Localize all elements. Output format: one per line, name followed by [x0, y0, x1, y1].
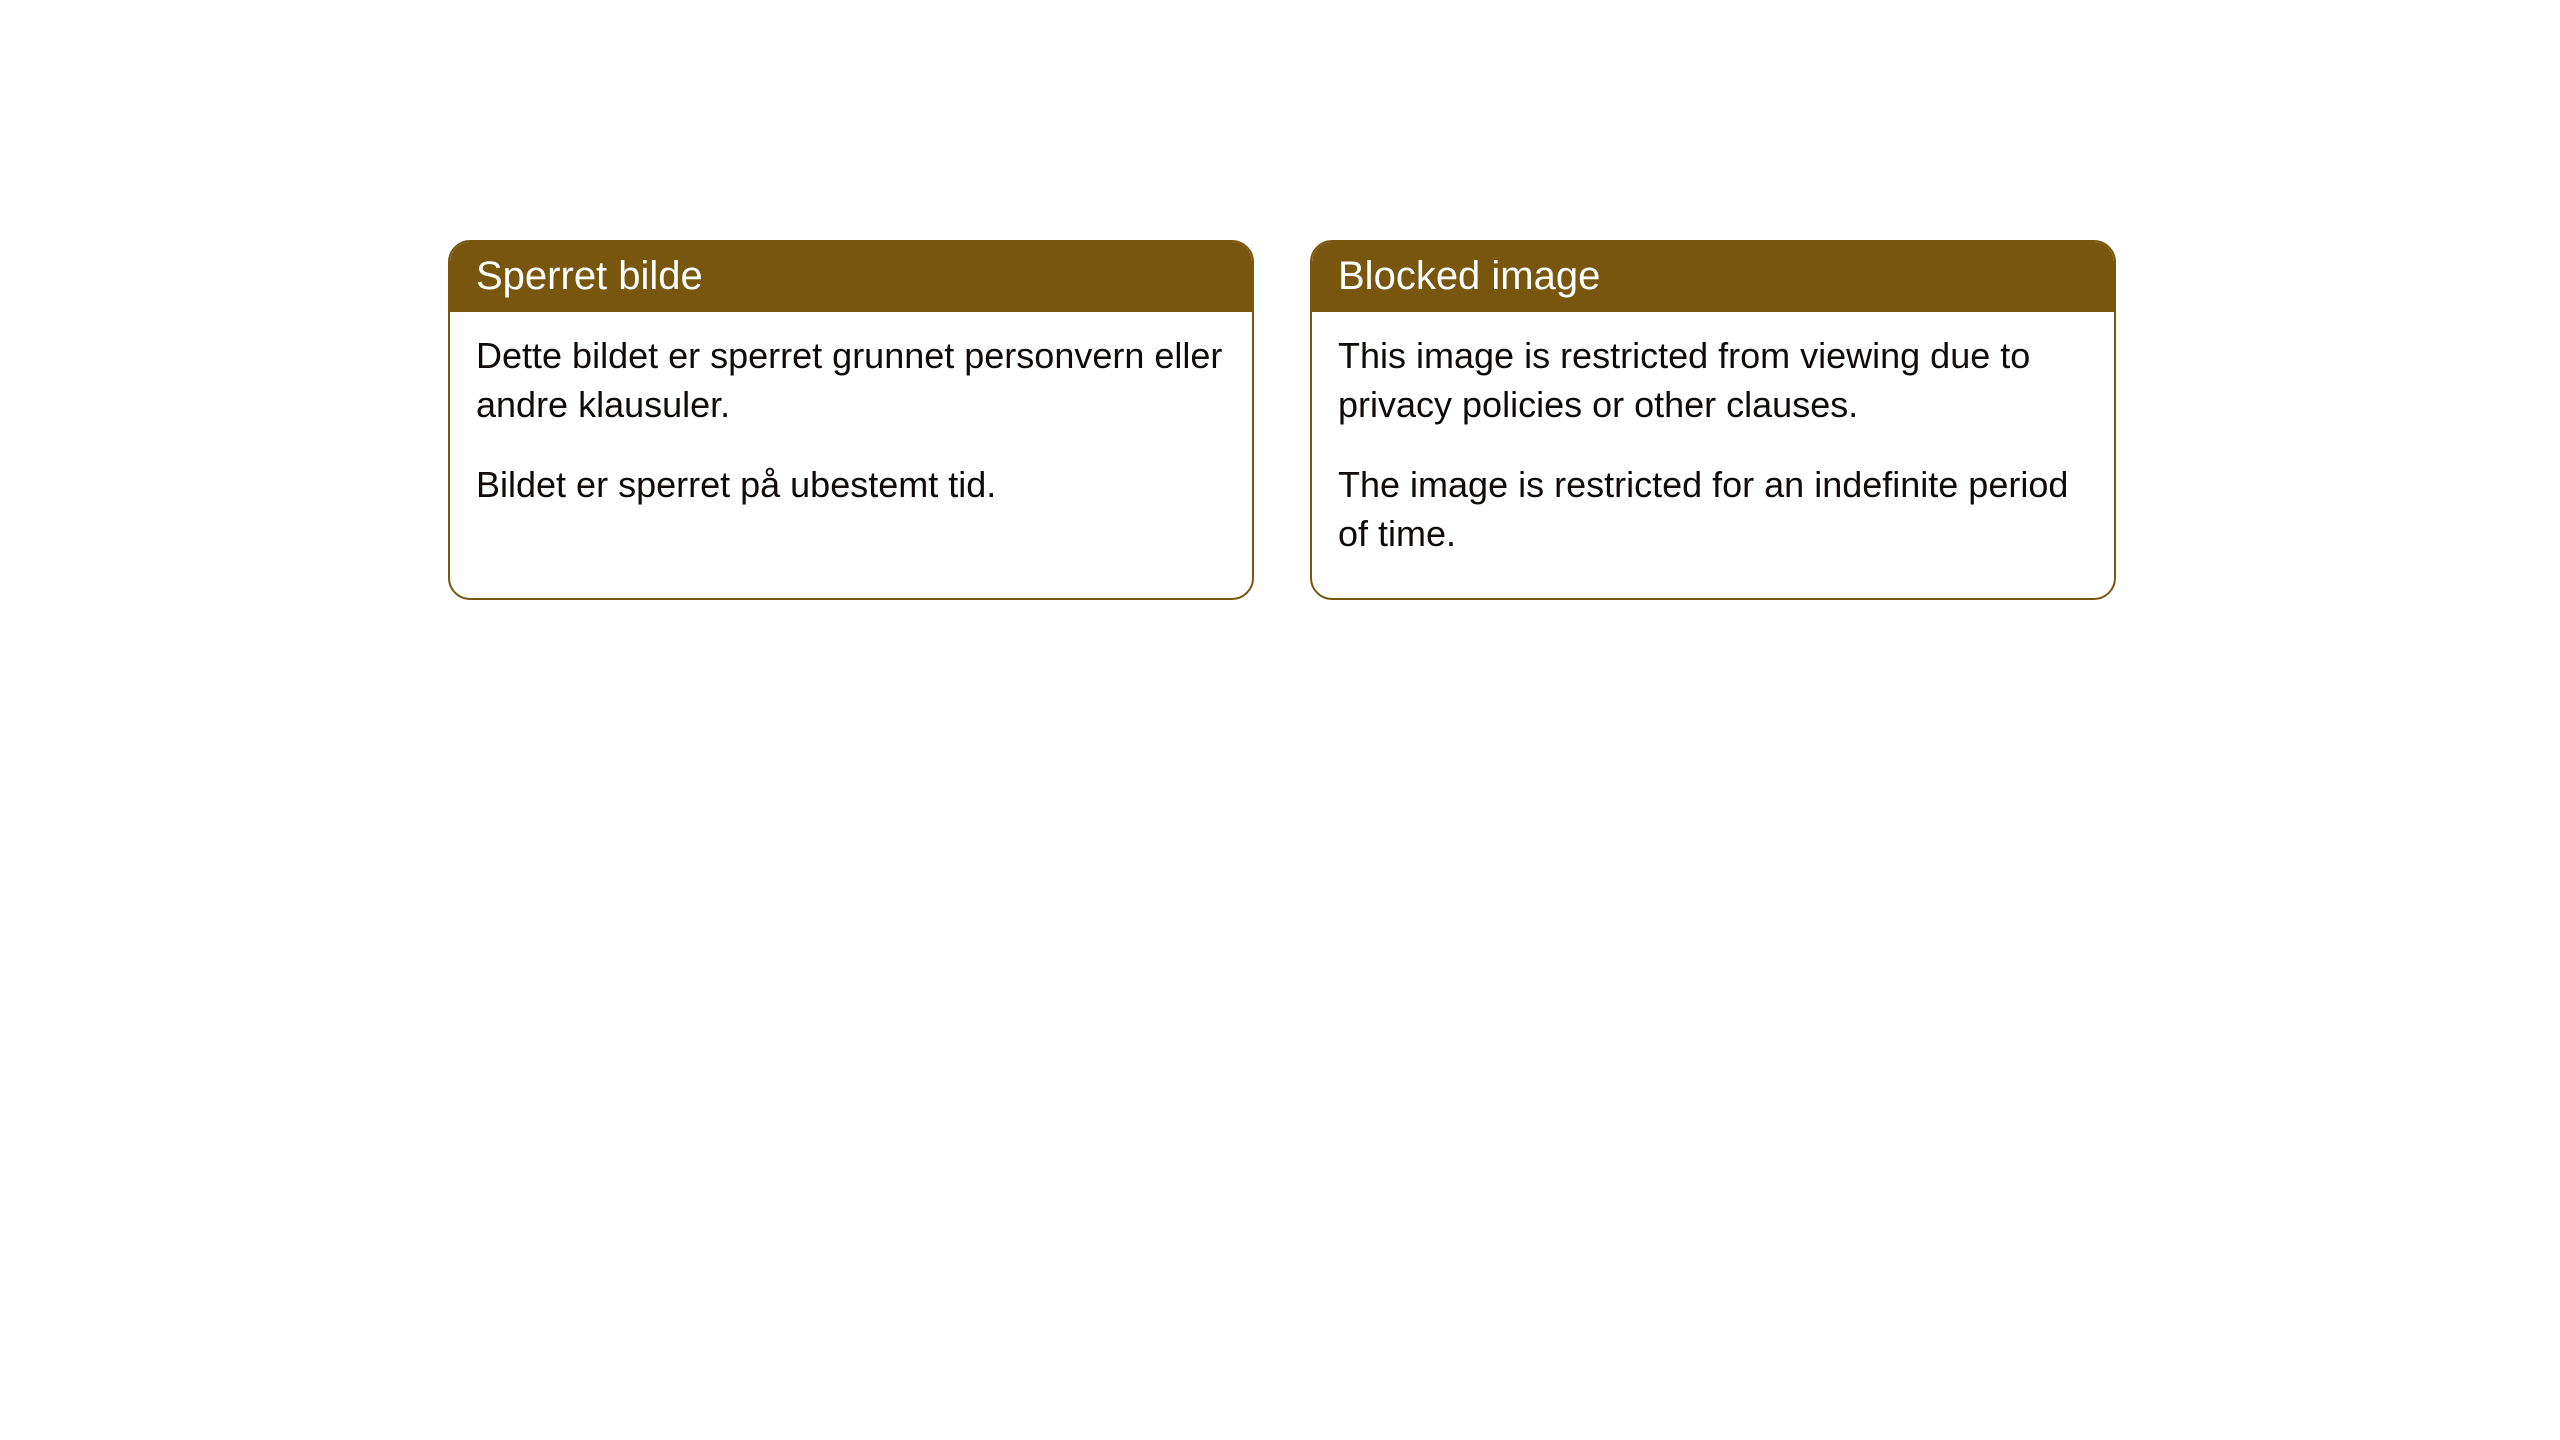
card-paragraph: Bildet er sperret på ubestemt tid.	[476, 461, 1226, 510]
card-paragraph: Dette bildet er sperret grunnet personve…	[476, 332, 1226, 429]
notice-card-norwegian: Sperret bilde Dette bildet er sperret gr…	[448, 240, 1254, 600]
card-body-norwegian: Dette bildet er sperret grunnet personve…	[450, 312, 1252, 550]
notice-card-english: Blocked image This image is restricted f…	[1310, 240, 2116, 600]
card-paragraph: This image is restricted from viewing du…	[1338, 332, 2088, 429]
card-header-norwegian: Sperret bilde	[450, 242, 1252, 312]
card-body-english: This image is restricted from viewing du…	[1312, 312, 2114, 598]
card-paragraph: The image is restricted for an indefinit…	[1338, 461, 2088, 558]
notice-cards-container: Sperret bilde Dette bildet er sperret gr…	[448, 240, 2116, 600]
card-header-english: Blocked image	[1312, 242, 2114, 312]
